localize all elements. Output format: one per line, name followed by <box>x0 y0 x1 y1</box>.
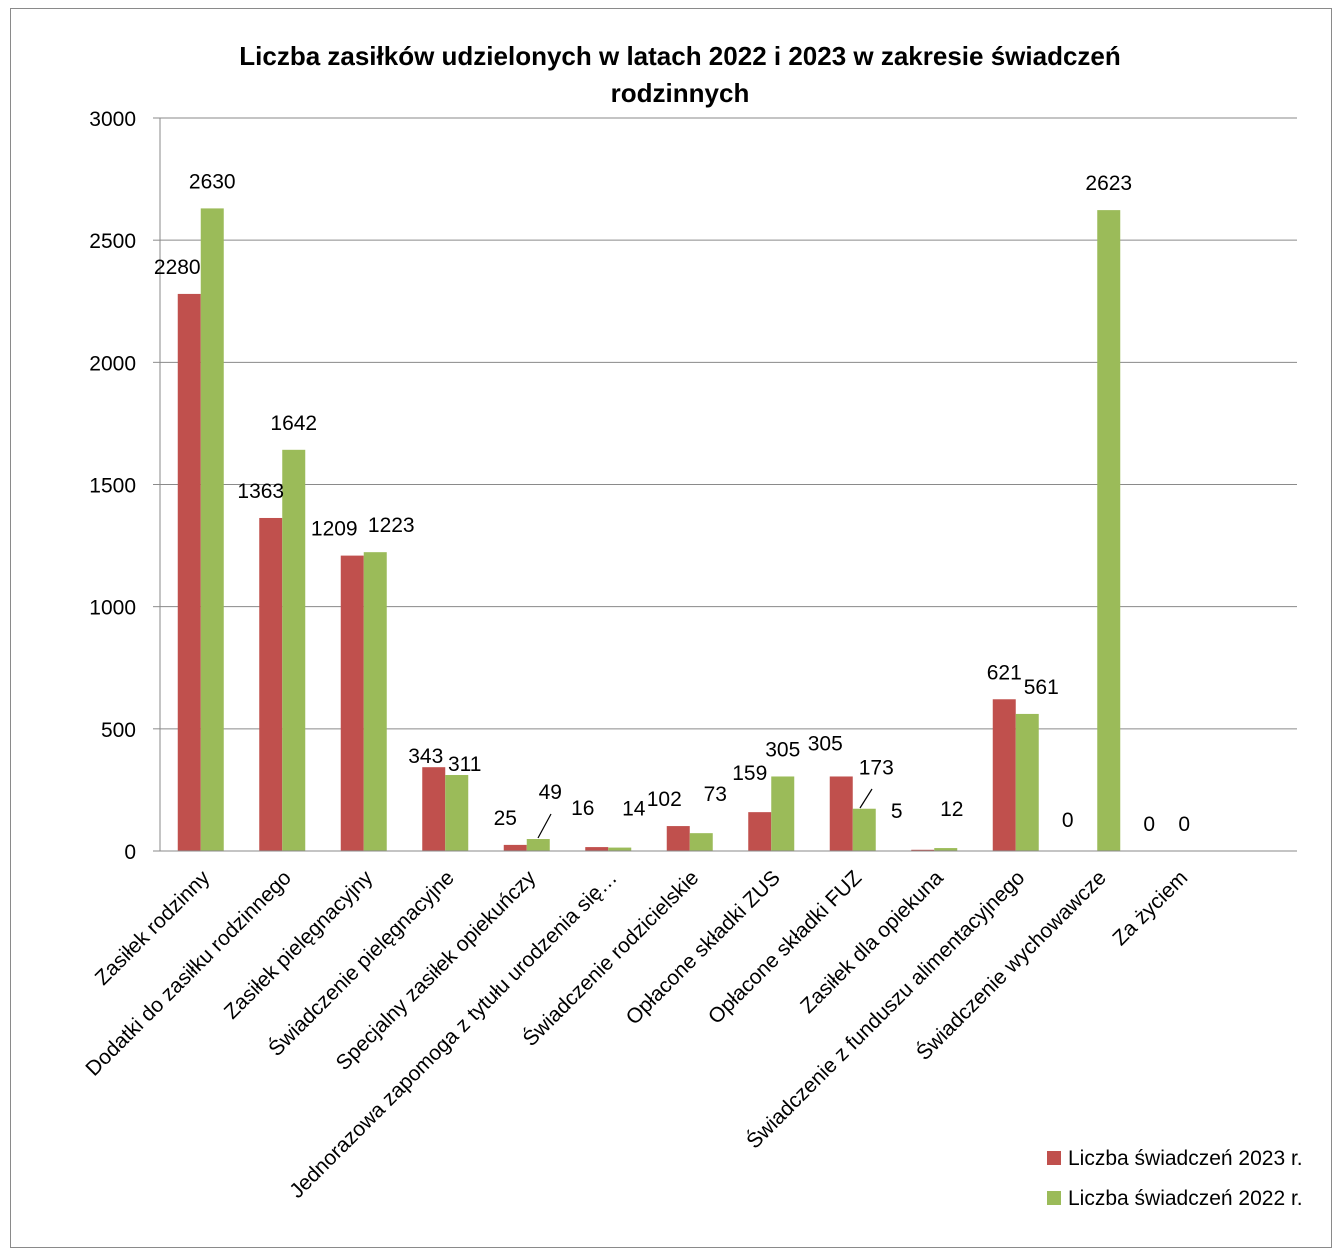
bar-2023 <box>829 776 853 851</box>
bar-2022 <box>282 449 306 851</box>
data-label: 1209 <box>311 518 358 541</box>
bar-2022 <box>363 552 387 851</box>
bar-2023 <box>259 517 283 851</box>
data-label: 49 <box>539 781 562 804</box>
bar-2022 <box>934 848 958 851</box>
y-axis: 0 500 1000 1500 2000 2500 3000 <box>89 108 161 864</box>
bar-2023 <box>666 826 690 851</box>
data-label: 0 <box>1143 813 1155 836</box>
bar-2023 <box>748 812 772 851</box>
data-label: 1223 <box>368 514 415 537</box>
data-label: 5 <box>891 800 903 823</box>
x-category-label: Opłacone składki ZUS <box>622 866 785 1029</box>
data-label: 305 <box>765 738 800 761</box>
data-label: 14 <box>622 798 646 821</box>
y-tick-label: 3000 <box>89 108 136 131</box>
data-label: 0 <box>1178 813 1190 836</box>
x-category-label: Zasiłek dla opiekuna <box>796 866 948 1018</box>
data-label: 2623 <box>1085 172 1132 195</box>
y-tick-label: 1000 <box>89 597 136 620</box>
chart-title-line-2: rodzinnych <box>611 78 750 108</box>
data-label: 102 <box>647 788 682 811</box>
x-category-label: Zasiłek pielęgnacyjny <box>220 866 378 1024</box>
data-label: 311 <box>448 753 481 776</box>
data-label: 173 <box>859 757 894 780</box>
data-label: 159 <box>732 762 767 785</box>
y-tick-label: 0 <box>124 841 136 864</box>
bar-2022 <box>1097 210 1121 852</box>
bar-2022 <box>608 847 632 851</box>
bar-2022 <box>1015 713 1039 851</box>
bar-2022 <box>526 839 550 851</box>
y-tick-label: 2500 <box>89 230 136 253</box>
chart-title-line-1: Liczba zasiłków udzielonych w latach 202… <box>239 41 1121 71</box>
legend-swatch <box>1047 1151 1061 1165</box>
data-label: 16 <box>571 797 594 820</box>
data-labels: 2280 2630 1363 1642 1209 1223 343 311 25 49 16 14 10… <box>154 170 1190 839</box>
data-label: 73 <box>704 783 727 806</box>
data-label: 305 <box>808 732 843 755</box>
data-label: 621 <box>987 661 1022 684</box>
data-label: 561 <box>1024 676 1059 699</box>
bar-2022 <box>200 208 224 852</box>
bars <box>177 208 1121 852</box>
leader-line <box>537 813 552 839</box>
bar-2023 <box>422 767 446 851</box>
bar-2022 <box>445 775 469 851</box>
bar-2023 <box>503 844 527 851</box>
gridlines <box>160 117 1297 852</box>
legend: Liczba świadczeń 2023 r. Liczba świadczeń… <box>1047 1147 1303 1210</box>
data-label: 1363 <box>237 480 284 503</box>
x-category-label: Świadczenie z funduszu alimentacyjnego <box>742 866 1030 1154</box>
data-label: 2280 <box>154 256 201 279</box>
y-tick-label: 2000 <box>89 352 136 375</box>
data-label: 25 <box>494 807 517 830</box>
bar-2023 <box>340 555 364 851</box>
bar-2023 <box>992 699 1016 851</box>
x-category-label: Opłacone składki FUZ <box>704 866 866 1028</box>
y-tick-label: 500 <box>101 719 136 742</box>
bar-2023 <box>177 293 201 851</box>
leader-line <box>859 788 873 809</box>
bar-2022 <box>771 776 795 851</box>
data-label: 2630 <box>189 170 236 193</box>
x-category-label: Za życiem <box>1108 866 1192 950</box>
bar-2023 <box>585 847 609 851</box>
data-label: 1642 <box>270 412 317 435</box>
data-label: 0 <box>1062 809 1074 832</box>
bar-2022 <box>852 808 876 851</box>
data-label: 12 <box>940 798 963 821</box>
legend-label: Liczba świadczeń 2023 r. <box>1068 1147 1303 1170</box>
legend-swatch <box>1047 1191 1061 1205</box>
bar-2022 <box>689 833 713 851</box>
legend-label: Liczba świadczeń 2022 r. <box>1068 1187 1303 1210</box>
y-tick-label: 1500 <box>89 475 136 498</box>
data-label: 343 <box>408 745 443 768</box>
bar-2023 <box>911 849 935 851</box>
